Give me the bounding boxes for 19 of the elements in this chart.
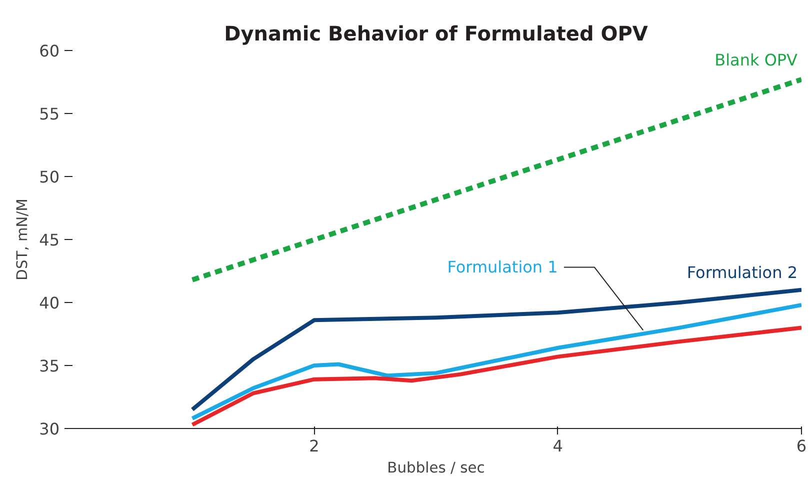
- line-series: [190, 303, 802, 420]
- text: Formulation 1: [447, 258, 558, 277]
- series-label: Formulation 2: [686, 262, 798, 282]
- x-tick-label: 2: [309, 436, 320, 456]
- chart-title: Dynamic Behavior of Formulated OPV: [224, 22, 648, 46]
- y-tick-label: 55: [39, 104, 60, 124]
- line-series: [190, 288, 802, 412]
- series-label: Blank OPV: [714, 50, 798, 70]
- y-tick-label: 45: [39, 230, 60, 250]
- line-series: [190, 326, 802, 427]
- y-tick-label: 50: [39, 168, 60, 186]
- x-axis-title: Bubbles / sec: [387, 460, 485, 476]
- y-axis-title: DST, mN/M: [14, 198, 32, 280]
- y-tick-label: 30: [39, 420, 60, 438]
- y-tick-label: 40: [39, 294, 60, 312]
- y-tick-label: 35: [39, 356, 60, 376]
- y-tick-label: 60: [39, 42, 60, 60]
- x-tick-label: 4: [552, 436, 563, 456]
- x-tick-label: 6: [796, 436, 807, 456]
